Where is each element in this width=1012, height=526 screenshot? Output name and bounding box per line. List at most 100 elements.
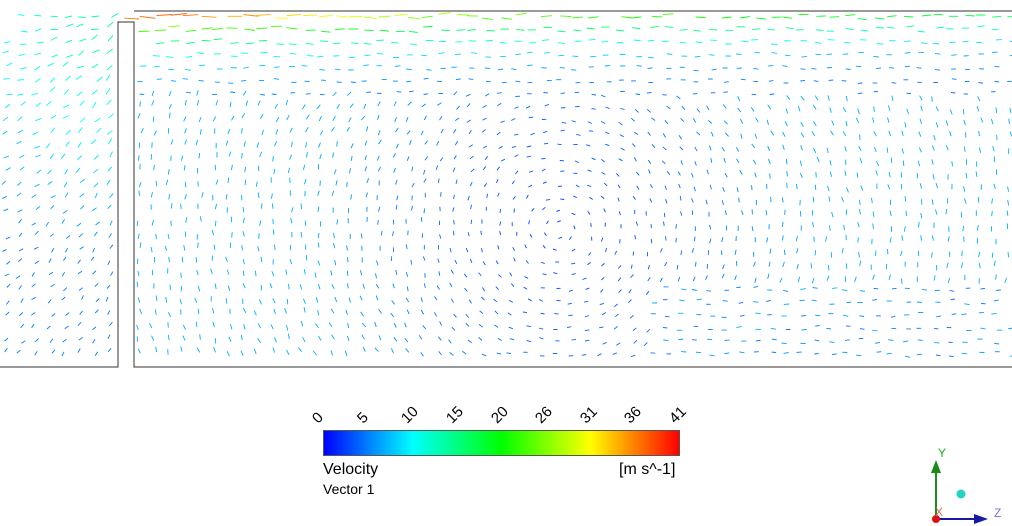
velocity-vector (260, 256, 263, 263)
velocity-vector (786, 95, 791, 100)
velocity-vector (336, 15, 350, 18)
velocity-vector (539, 337, 544, 340)
velocity-vector (275, 129, 279, 135)
velocity-vector (332, 152, 334, 158)
velocity-vector (316, 55, 324, 58)
velocity-vector (679, 195, 682, 201)
velocity-vector (240, 350, 244, 356)
velocity-vector (858, 145, 862, 151)
velocity-vector (754, 172, 757, 178)
velocity-vector (184, 128, 187, 134)
velocity-vector (228, 151, 232, 157)
velocity-vector (465, 247, 469, 253)
velocity-vector (375, 283, 380, 289)
velocity-vector (438, 52, 445, 55)
velocity-vector (588, 38, 596, 41)
velocity-vector (350, 143, 354, 149)
velocity-vector (17, 116, 23, 122)
velocity-vector (77, 348, 81, 353)
velocity-vector (945, 208, 948, 215)
velocity-vector (497, 103, 502, 107)
velocity-vector (374, 321, 377, 327)
velocity-vector (305, 114, 310, 120)
velocity-vector (31, 194, 37, 198)
velocity-vector (273, 66, 280, 68)
velocity-vector (291, 141, 293, 148)
vector-field-viewport[interactable] (0, 0, 1012, 380)
velocity-vector (872, 274, 875, 280)
velocity-vector (560, 129, 565, 132)
velocity-vector (34, 351, 38, 356)
velocity-vector (334, 296, 338, 303)
velocity-vector (449, 282, 453, 288)
velocity-vector (185, 217, 188, 223)
velocity-vector (467, 29, 476, 31)
velocity-vector (994, 342, 1000, 345)
velocity-vector (795, 183, 798, 190)
velocity-vector (453, 220, 455, 225)
velocity-vector (827, 95, 830, 101)
velocity-vector (289, 127, 293, 133)
velocity-vector (992, 145, 995, 152)
velocity-vector (6, 62, 13, 67)
velocity-vector (920, 235, 922, 241)
velocity-vector (331, 334, 335, 340)
velocity-vector (287, 333, 290, 340)
velocity-vector (843, 224, 845, 231)
velocity-vector (691, 289, 697, 291)
velocity-vector (813, 80, 819, 82)
velocity-vector (723, 120, 728, 125)
velocity-vector (364, 54, 371, 57)
velocity-vector (93, 154, 99, 160)
velocity-vector (827, 39, 835, 41)
velocity-vector (875, 170, 879, 176)
velocity-vector (740, 16, 750, 19)
velocity-vector (363, 43, 372, 45)
velocity-vector (404, 337, 409, 343)
velocity-vector (107, 204, 112, 210)
velocity-vector (931, 96, 933, 102)
velocity-vector (439, 115, 443, 121)
velocity-vector (1007, 200, 1010, 206)
velocity-vector (903, 15, 914, 18)
velocity-vector (180, 346, 183, 352)
velocity-vector (949, 290, 955, 292)
velocity-vector (826, 327, 832, 330)
velocity-vector (346, 181, 348, 187)
velocity-vector (197, 308, 200, 315)
velocity-vector (962, 225, 965, 232)
velocity-vector (303, 307, 306, 313)
velocity-vector (186, 41, 195, 44)
velocity-vector (31, 283, 36, 288)
velocity-vector (540, 261, 545, 264)
velocity-vector (811, 299, 817, 302)
velocity-vector (36, 169, 42, 174)
velocity-vector (872, 117, 875, 123)
velocity-vector (139, 242, 142, 248)
velocity-vector (546, 198, 550, 201)
velocity-vector (211, 229, 215, 236)
velocity-vector (721, 237, 724, 243)
velocity-vector (94, 351, 99, 356)
axis-triad[interactable]: Y Z X (918, 445, 1012, 526)
velocity-vector (230, 91, 236, 93)
velocity-vector (288, 283, 290, 290)
velocity-vector (406, 286, 409, 292)
velocity-vector (583, 300, 589, 303)
velocity-vector (769, 93, 775, 95)
velocity-vector (439, 321, 443, 326)
velocity-vector (950, 298, 956, 301)
velocity-vector (420, 217, 423, 222)
velocity-vector (320, 40, 329, 42)
velocity-vector (510, 118, 516, 121)
velocity-vector (197, 242, 199, 249)
velocity-vector (796, 351, 802, 353)
velocity-vector (35, 154, 41, 158)
velocity-vector (16, 140, 22, 145)
velocity-vector (138, 155, 140, 161)
velocity-vector (17, 181, 22, 186)
velocity-vector (497, 245, 500, 250)
velocity-vector (423, 283, 426, 288)
velocity-vector (724, 352, 730, 355)
velocity-vector (692, 339, 697, 341)
